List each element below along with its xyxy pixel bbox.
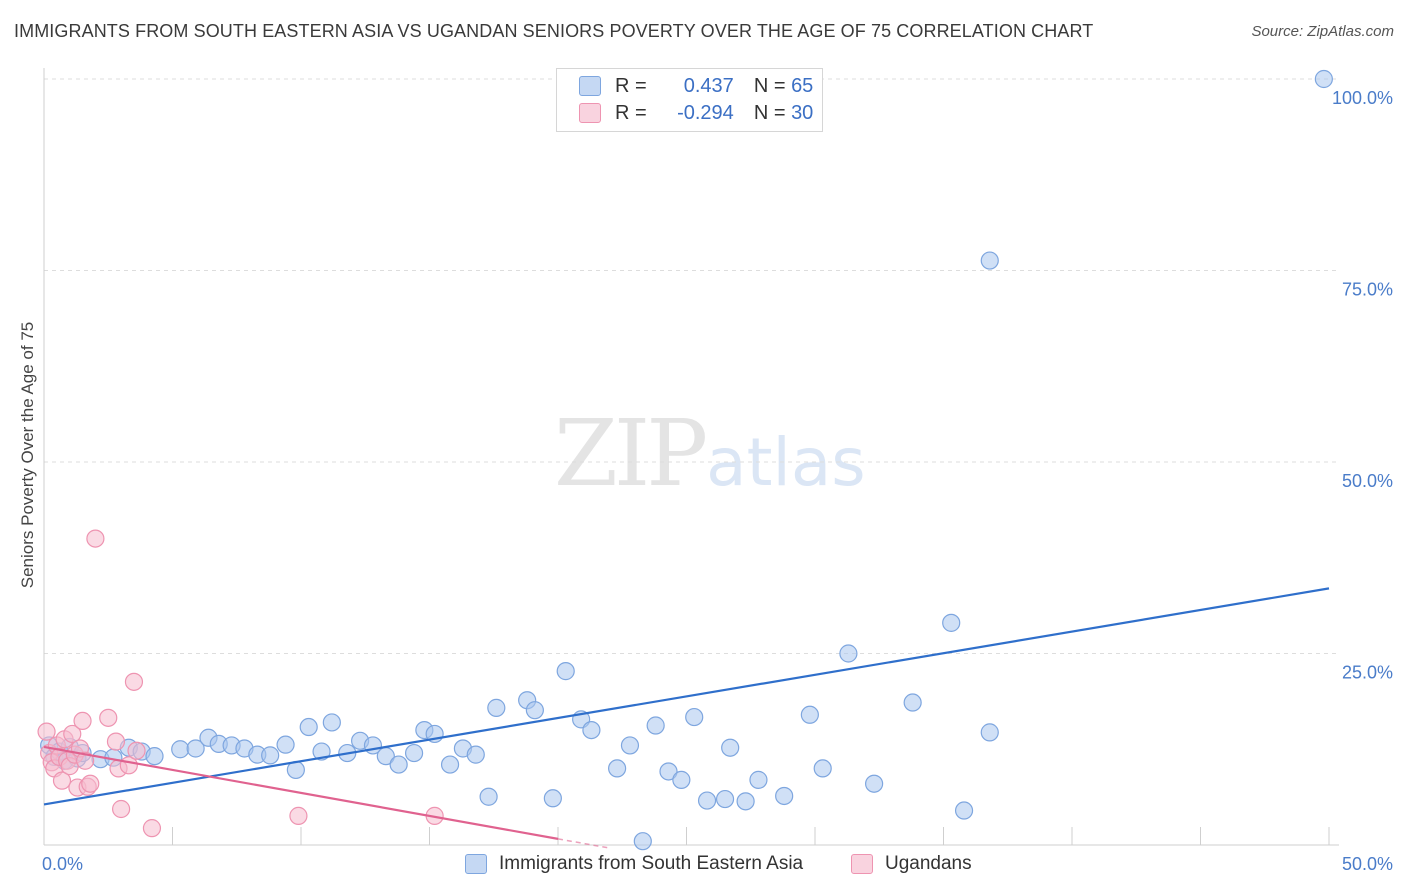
data-point xyxy=(76,751,95,770)
y-tick-label: 50.0% xyxy=(1342,471,1393,491)
data-point xyxy=(685,707,704,727)
correlation-legend: R = 0.437 N = 65 R = -0.294 N = 30 xyxy=(556,68,823,132)
series-ugandans-points xyxy=(37,529,444,838)
data-point xyxy=(466,745,485,764)
bottom-legend-label: Immigrants from South Eastern Asia xyxy=(499,853,804,874)
legend-r-label: R = xyxy=(615,74,647,97)
source-credit: Source: ZipAtlas.com xyxy=(1251,23,1394,40)
data-point xyxy=(543,789,562,808)
legend-n-label: N = xyxy=(753,74,786,97)
data-point xyxy=(556,662,575,681)
legend-row-immigrants: R = 0.437 N = 65 xyxy=(579,73,813,99)
legend-n-value: 65 xyxy=(791,74,814,97)
data-point xyxy=(608,759,627,778)
data-point xyxy=(672,770,691,789)
data-point xyxy=(276,735,295,754)
bottom-legend-immigrants: Immigrants from South Eastern Asia xyxy=(465,852,803,876)
trend-line-immigrants xyxy=(43,587,1330,806)
legend-r-value: -0.294 xyxy=(677,101,734,124)
data-point xyxy=(633,832,652,851)
legend-r-value: 0.437 xyxy=(683,74,734,97)
data-point xyxy=(620,736,640,755)
data-point xyxy=(954,801,974,820)
y-tick-label: 25.0% xyxy=(1342,663,1393,683)
data-point xyxy=(73,711,92,731)
data-point xyxy=(865,774,884,793)
y-tick-label: 75.0% xyxy=(1342,280,1393,300)
data-point xyxy=(261,746,280,765)
data-point xyxy=(736,792,755,811)
data-point xyxy=(659,762,678,781)
chart-title: IMMIGRANTS FROM SOUTH EASTERN ASIA VS UG… xyxy=(14,21,1094,41)
bottom-legend-swatch-blue xyxy=(465,854,487,874)
data-point xyxy=(839,644,858,663)
data-point xyxy=(487,698,506,717)
data-point xyxy=(942,613,961,632)
data-point xyxy=(1314,69,1333,89)
data-point xyxy=(903,693,922,712)
legend-swatch-pink xyxy=(579,103,601,123)
data-point xyxy=(813,759,832,778)
data-point xyxy=(525,701,544,720)
data-point xyxy=(186,739,205,758)
data-point xyxy=(299,717,318,737)
data-point xyxy=(111,799,131,819)
data-point xyxy=(775,786,794,806)
data-point xyxy=(86,529,105,548)
data-point xyxy=(389,755,408,774)
y-tick-label: 100.0% xyxy=(1332,88,1393,108)
trend-lines xyxy=(43,587,1330,849)
series-immigrants-points xyxy=(40,69,1333,851)
trend-line-ugandans-extension xyxy=(557,838,610,849)
data-point xyxy=(404,743,424,763)
data-point xyxy=(99,708,118,727)
data-point xyxy=(646,716,665,735)
data-point xyxy=(106,732,126,751)
data-point xyxy=(37,722,56,741)
x-tick-label: 50.0% xyxy=(1342,854,1393,874)
bottom-legend-swatch-pink xyxy=(851,854,873,874)
tick-labels: 25.0% 50.0% 75.0% 100.0% 0.0% 50.0% xyxy=(42,88,1393,874)
trend-line-ugandans xyxy=(43,745,559,840)
data-point xyxy=(145,747,164,766)
data-point xyxy=(63,724,82,744)
data-point xyxy=(582,720,601,740)
data-point xyxy=(440,755,460,774)
data-point xyxy=(127,741,146,760)
x-tick-label: 0.0% xyxy=(42,854,83,874)
data-point xyxy=(124,672,144,691)
data-point xyxy=(800,705,819,724)
grid-lines xyxy=(44,78,1339,654)
data-point xyxy=(142,819,162,838)
bottom-legend-ugandans: Ugandans xyxy=(851,852,972,876)
data-point xyxy=(312,742,331,761)
data-point xyxy=(980,723,999,742)
legend-r-label: R = xyxy=(615,101,647,124)
bottom-legend-label: Ugandans xyxy=(885,853,972,874)
axes xyxy=(43,68,1339,846)
data-point xyxy=(715,789,735,809)
data-point xyxy=(52,771,72,790)
data-point xyxy=(721,738,740,757)
data-point xyxy=(697,791,717,810)
data-point xyxy=(322,713,341,732)
data-point xyxy=(81,774,100,793)
watermark-zip: ZIP xyxy=(554,400,708,507)
data-point xyxy=(289,806,308,825)
data-point xyxy=(749,770,768,789)
data-point xyxy=(980,251,999,270)
data-point xyxy=(171,740,190,759)
legend-swatch-blue xyxy=(579,76,601,96)
legend-row-ugandans: R = -0.294 N = 30 xyxy=(579,100,813,126)
legend-n-value: 30 xyxy=(791,101,814,124)
data-point xyxy=(479,787,498,806)
legend-n-label: N = xyxy=(753,101,786,124)
